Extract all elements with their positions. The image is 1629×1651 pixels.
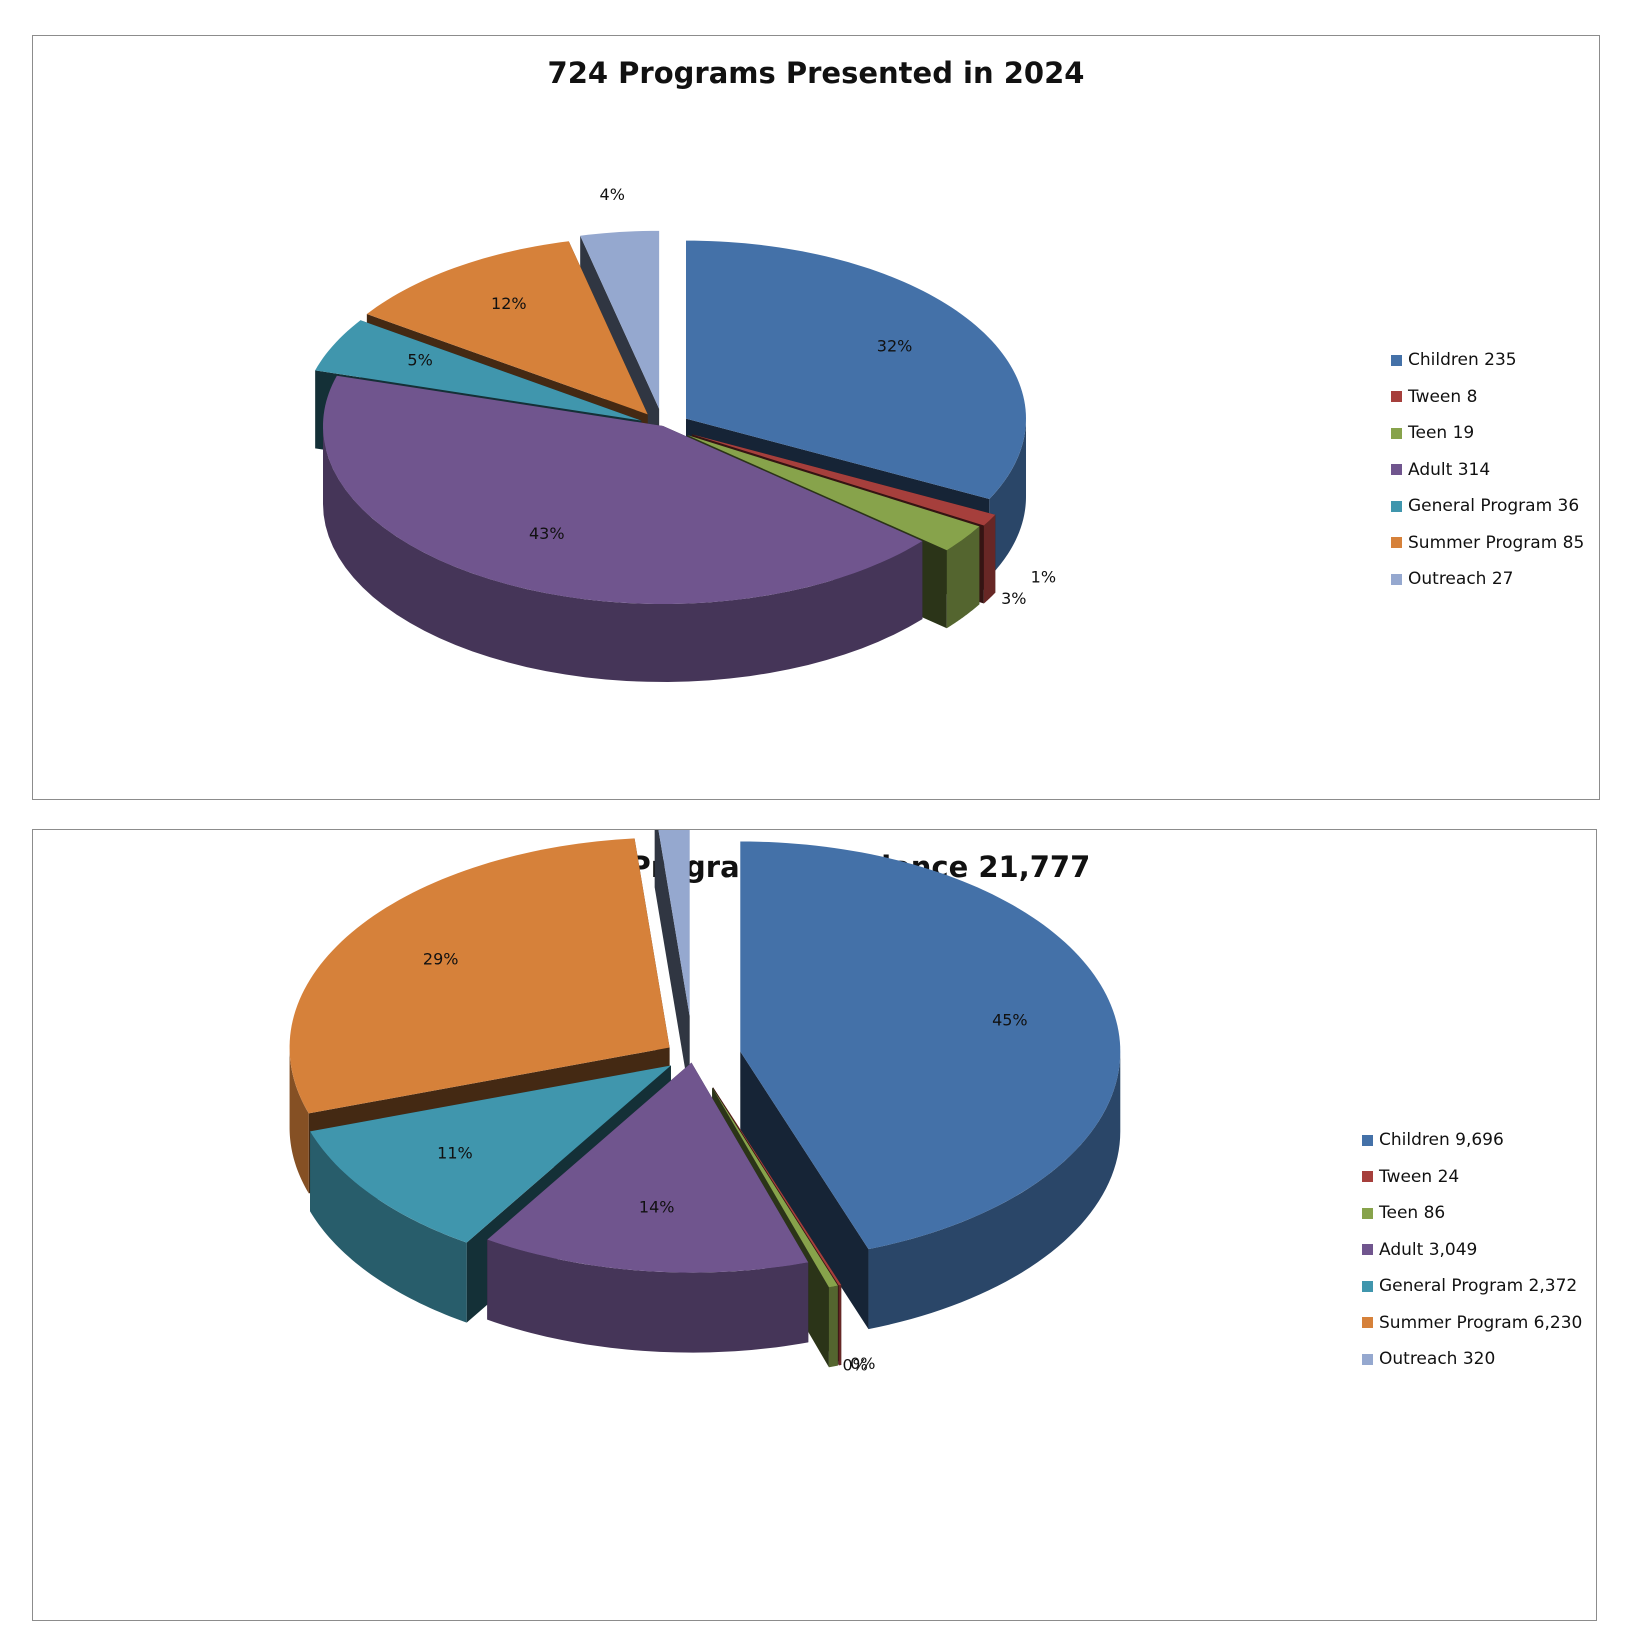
legend-label: General Program 2,372 [1379,1276,1578,1297]
legend-label: Children 235 [1408,350,1517,371]
legend-swatch [1362,1280,1373,1292]
data-label-teen: 3% [1001,589,1026,608]
legend-swatch [1362,1171,1373,1183]
legend-item-tween: Tween 8 [1391,379,1584,416]
attendance-pie-chart: 45%0%0%14%11%29%1% [289,830,1121,1374]
legend-label: Teen 19 [1408,423,1475,444]
programs-chart-panel: 724 Programs Presented in 2024 32% 1% 3% 43… [32,35,1600,800]
slice-top [310,1065,671,1243]
slice-children [740,841,1121,1330]
slice-top [740,841,1121,1250]
legend-swatch [1362,1134,1373,1146]
data-label-general-program: 5% [407,351,432,370]
legend-swatch [1362,1317,1373,1329]
legend-item-tween: Tween 24 [1362,1159,1582,1196]
legend-item-summer-program: Summer Program 6,230 [1362,1305,1582,1342]
legend-item-adult: Adult 314 [1391,452,1584,489]
legend-label: Outreach 27 [1408,569,1514,590]
slice-top [580,230,660,409]
slice-wall [654,830,690,1097]
slice-top [691,434,996,526]
chart-legend: Children 235 Tween 8 Teen 19 Adult 314 Gener… [1391,342,1584,598]
slice-top [658,830,690,1017]
legend-swatch [1391,354,1402,366]
legend-swatch [1391,500,1402,512]
legend-swatch [1362,1207,1373,1219]
legend-item-summer-program: Summer Program 85 [1391,525,1584,562]
legend-label: Adult 314 [1408,459,1491,480]
data-label-general-program: 11% [437,1143,473,1162]
slice-top [366,241,648,415]
legend-swatch [1391,537,1402,549]
chart-title: 724 Programs Presented in 2024 [547,56,1085,90]
legend-swatch [1362,1244,1373,1256]
slice-top [686,240,1027,499]
slice-adult [323,375,923,682]
legend-item-children: Children 235 [1391,342,1584,379]
slice-outer-wall [838,1284,842,1366]
slice-outer-wall [310,1131,467,1323]
slice-outer-wall [946,526,980,629]
legend-item-children: Children 9,696 [1362,1122,1582,1159]
slice-outer-wall [983,514,996,604]
data-label-children: 32% [877,336,913,355]
legend-item-adult: Adult 3,049 [1362,1232,1582,1269]
legend-label: General Program 36 [1408,496,1580,517]
data-label-teen: 0% [843,1355,868,1374]
slice-adult [487,1062,809,1353]
legend-item-teen: Teen 19 [1391,415,1584,452]
slice-outer-wall [323,426,923,682]
legend-label: Adult 3,049 [1379,1239,1478,1260]
slice-top [487,1062,809,1273]
legend-item-outreach: Outreach 320 [1362,1341,1582,1378]
data-label-outreach: 4% [600,185,625,204]
legend-label: Summer Program 6,230 [1379,1312,1583,1333]
legend-label: Children 9,696 [1379,1130,1504,1151]
data-label-summer-program: 29% [423,950,459,969]
legend-item-general-program: General Program 36 [1391,488,1584,525]
data-label-tween: 1% [1031,567,1056,586]
legend-swatch [1391,464,1402,476]
slice-outer-wall [289,1047,309,1194]
legend-label: Outreach 320 [1379,1349,1496,1370]
data-label-summer-program: 12% [491,294,527,313]
legend-swatch [1391,391,1402,403]
slice-top [713,1087,842,1286]
slice-top [323,375,923,604]
slice-wall [740,1051,869,1330]
legend-swatch [1391,573,1402,585]
slice-outreach [654,830,690,1097]
chart-legend: Children 9,696 Tween 24 Teen 86 Adult 3,049… [1362,1122,1582,1378]
legend-swatch [1362,1353,1373,1365]
legend-label: Tween 8 [1408,386,1478,407]
legend-label: Summer Program 85 [1408,532,1585,553]
data-label-adult: 43% [529,524,565,543]
legend-label: Tween 24 [1379,1166,1460,1187]
slice-top [712,1087,838,1288]
programs-pie-chart: 32% 1% 3% 43% 5% 12% 4% [315,185,1056,682]
legend-item-outreach: Outreach 27 [1391,561,1584,598]
data-label-tween: 0% [850,1354,875,1373]
slice-outer-wall [868,1051,1121,1330]
slice-outer-wall [828,1285,838,1368]
legend-label: Teen 86 [1379,1203,1446,1224]
slice-outer-wall [989,418,1027,577]
legend-item-general-program: General Program 2,372 [1362,1268,1582,1305]
data-label-adult: 14% [639,1198,675,1217]
slice-outer-wall [487,1239,809,1353]
slice-top [315,320,642,421]
attendance-chart-panel: 2024 Program Attendance 21,777 45%0%0%14… [32,829,1597,1621]
slice-top [289,838,670,1114]
legend-swatch [1391,427,1402,439]
slice-top [687,435,980,551]
data-label-children: 45% [992,1011,1028,1030]
legend-item-teen: Teen 86 [1362,1195,1582,1232]
